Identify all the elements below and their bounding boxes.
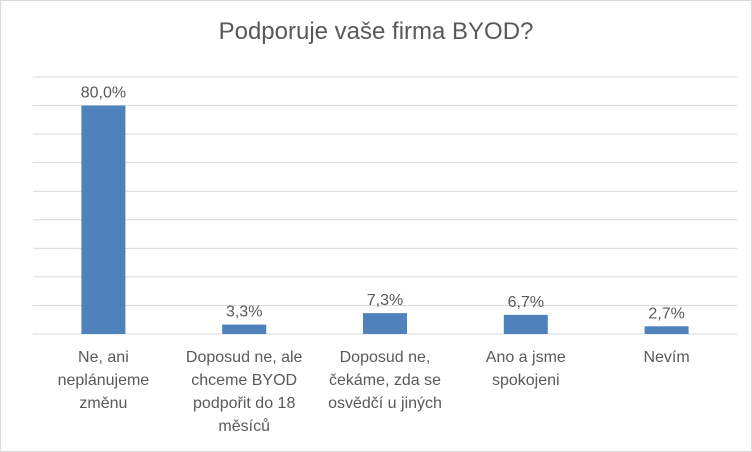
category-label-line: neplánujeme: [58, 372, 150, 389]
category-label-line: změnu: [79, 395, 127, 412]
data-label: 3,3%: [226, 304, 262, 321]
category-label-line: Nevím: [643, 349, 689, 366]
category-label-line: osvědčí u jiných: [328, 395, 442, 412]
category-label-line: Doposud ne, ale: [186, 349, 303, 366]
category-label-line: chceme BYOD: [191, 372, 297, 389]
bar: [222, 324, 267, 334]
category-label-line: čekáme, zda se: [329, 372, 441, 389]
chart-title: Podporuje vaše firma BYOD?: [218, 18, 534, 45]
category-label-line: Ano a jsme: [486, 349, 566, 366]
data-label: 80,0%: [81, 85, 126, 102]
category-label-line: podpořit do 18: [193, 395, 295, 412]
data-label: 7,3%: [367, 292, 403, 309]
category-label: Doposud ne, čekáme, zda se osvědčí u jinýc…: [328, 349, 442, 412]
bar: [644, 326, 689, 334]
bar: [503, 314, 548, 334]
category-label: Ano a jsme spokojeni: [486, 349, 566, 389]
data-label: 2,7%: [648, 305, 684, 322]
data-label: 6,7%: [508, 294, 544, 311]
category-label-line: Doposud ne,: [340, 349, 431, 366]
category-label-line: měsíců: [218, 417, 270, 435]
category-label-line: Ne, ani: [78, 349, 129, 366]
category-label-line: spokojeni: [492, 372, 560, 389]
category-label: Doposud ne, ale chceme BYOD podpořit do 18…: [186, 349, 303, 435]
category-label: Nevím: [643, 349, 689, 366]
bar: [363, 313, 407, 334]
category-label: Ne, ani neplánujeme změnu: [58, 349, 150, 412]
bar: [81, 105, 126, 334]
